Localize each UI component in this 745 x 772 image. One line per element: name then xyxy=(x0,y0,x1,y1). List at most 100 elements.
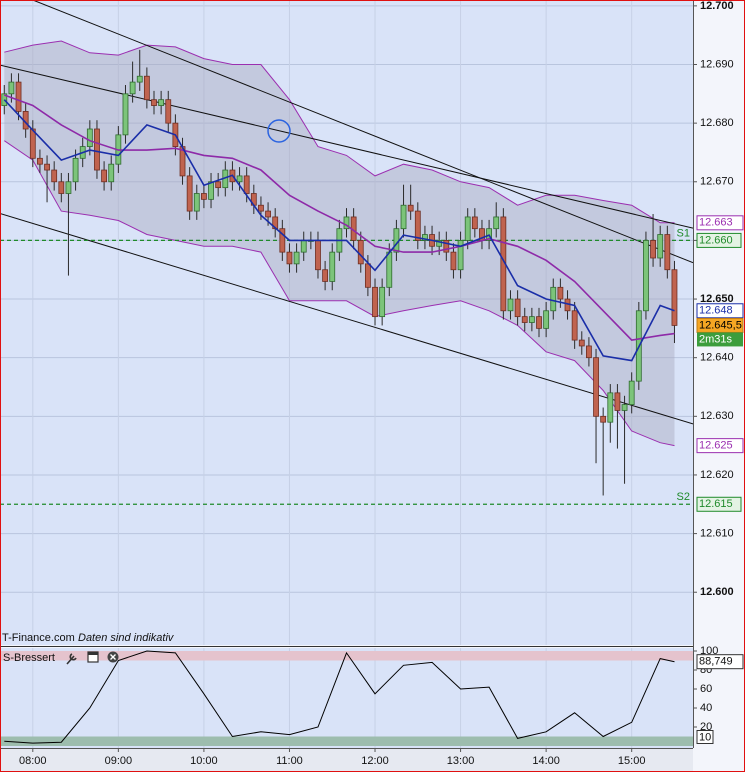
candle-body xyxy=(322,269,329,282)
y-tick-label: 12.620 xyxy=(700,469,734,481)
candle-body xyxy=(550,286,557,312)
countdown: 2m31s xyxy=(699,333,733,345)
candle-body xyxy=(193,193,200,212)
level-label: 12.660 xyxy=(699,234,733,246)
candle-body xyxy=(357,240,364,265)
candle-body xyxy=(543,310,550,329)
candle-body xyxy=(671,269,678,326)
x-tick-label: 13:00 xyxy=(447,755,475,767)
candle-body xyxy=(51,169,58,183)
level-name: S1 xyxy=(677,227,690,239)
y-tick-label: 12.670 xyxy=(700,176,734,188)
candle-body xyxy=(201,193,207,200)
candle-body xyxy=(593,357,599,417)
candle-body xyxy=(143,75,150,101)
price-marker xyxy=(696,303,744,319)
price-marker-label: 12.645,5 xyxy=(699,319,742,331)
y-tick-label: 40 xyxy=(700,702,712,714)
candle-body xyxy=(471,216,478,230)
candle-body xyxy=(386,251,393,288)
candle-body xyxy=(29,128,36,159)
y-tick-label: 12.630 xyxy=(700,410,734,422)
candle-body xyxy=(37,157,43,165)
candle-body xyxy=(329,251,336,282)
band-line xyxy=(4,40,675,224)
candle-body xyxy=(586,345,592,359)
main-layer xyxy=(0,0,693,645)
band-level-label: 10 xyxy=(699,731,711,743)
candle-body xyxy=(129,81,136,95)
candle-body xyxy=(507,298,514,312)
close-icon[interactable] xyxy=(107,651,119,663)
candle-body xyxy=(136,75,143,83)
y-tick-label: 12.690 xyxy=(700,58,734,70)
time-axis-area xyxy=(0,748,693,772)
candle-body xyxy=(86,128,93,147)
candle-body xyxy=(101,169,107,183)
lower-band xyxy=(0,736,693,746)
candle-body xyxy=(557,286,564,300)
candle-body xyxy=(521,316,528,323)
candle-body xyxy=(414,210,421,241)
countdown-box xyxy=(697,332,743,347)
y-tick-label: 12.680 xyxy=(700,117,734,129)
y-tick-label: 100 xyxy=(700,645,718,657)
price-marker-label: 12.663 xyxy=(699,217,733,229)
candle-body xyxy=(243,175,250,194)
candle-body xyxy=(1,93,8,106)
last-value-label: 88,749 xyxy=(699,656,733,668)
candle-body xyxy=(443,240,450,253)
candle-body xyxy=(607,392,614,423)
candle-body xyxy=(450,251,457,271)
window-icon[interactable] xyxy=(87,651,99,663)
level-box xyxy=(696,232,742,248)
candle-body xyxy=(158,99,165,106)
candle-body xyxy=(621,404,628,411)
candle-body xyxy=(372,286,378,318)
y-tick-label: 12.610 xyxy=(700,527,734,539)
candle-body xyxy=(664,234,671,271)
trend-line xyxy=(0,212,693,425)
x-tick-label: 11:00 xyxy=(276,755,303,767)
source: T-Finance.com xyxy=(2,632,75,644)
candle-body xyxy=(94,128,100,171)
candle-body xyxy=(628,380,635,405)
price-marker xyxy=(696,438,744,454)
candle-body xyxy=(379,286,386,318)
candle-body xyxy=(457,240,464,271)
candle-body xyxy=(643,240,649,312)
last-value-box xyxy=(696,654,744,670)
y-tick-label: 12.650 xyxy=(700,293,734,305)
level-label: 12.615 xyxy=(699,498,733,510)
candle-body xyxy=(265,210,271,218)
note: Daten sind indikativ xyxy=(78,632,175,644)
moving-average xyxy=(4,94,675,341)
candle-body xyxy=(8,81,15,95)
candle-body xyxy=(600,415,607,423)
candle-body xyxy=(236,175,243,183)
band-line xyxy=(4,140,675,447)
band-level-box xyxy=(696,730,714,744)
candle-body xyxy=(657,234,664,259)
candle-body xyxy=(650,240,656,259)
x-tick-label: 09:00 xyxy=(105,755,133,767)
x-tick-label: 12:00 xyxy=(361,755,389,767)
price-marker xyxy=(696,215,744,231)
x-tick-label: 14:00 xyxy=(532,755,560,767)
level-box xyxy=(696,496,742,512)
trend-line xyxy=(0,64,693,229)
wrench-icon[interactable] xyxy=(66,653,77,665)
candle-body xyxy=(215,181,222,189)
candle-body xyxy=(279,228,286,253)
candle-body xyxy=(258,204,264,212)
candle-body xyxy=(514,298,521,318)
x-tick-label: 15:00 xyxy=(618,755,646,767)
candle-body xyxy=(393,228,400,253)
candle-body xyxy=(315,240,321,271)
y-tick-label: 12.700 xyxy=(700,0,734,12)
candle-body xyxy=(571,310,578,341)
upper-band xyxy=(0,651,693,661)
candle-body xyxy=(536,316,542,329)
